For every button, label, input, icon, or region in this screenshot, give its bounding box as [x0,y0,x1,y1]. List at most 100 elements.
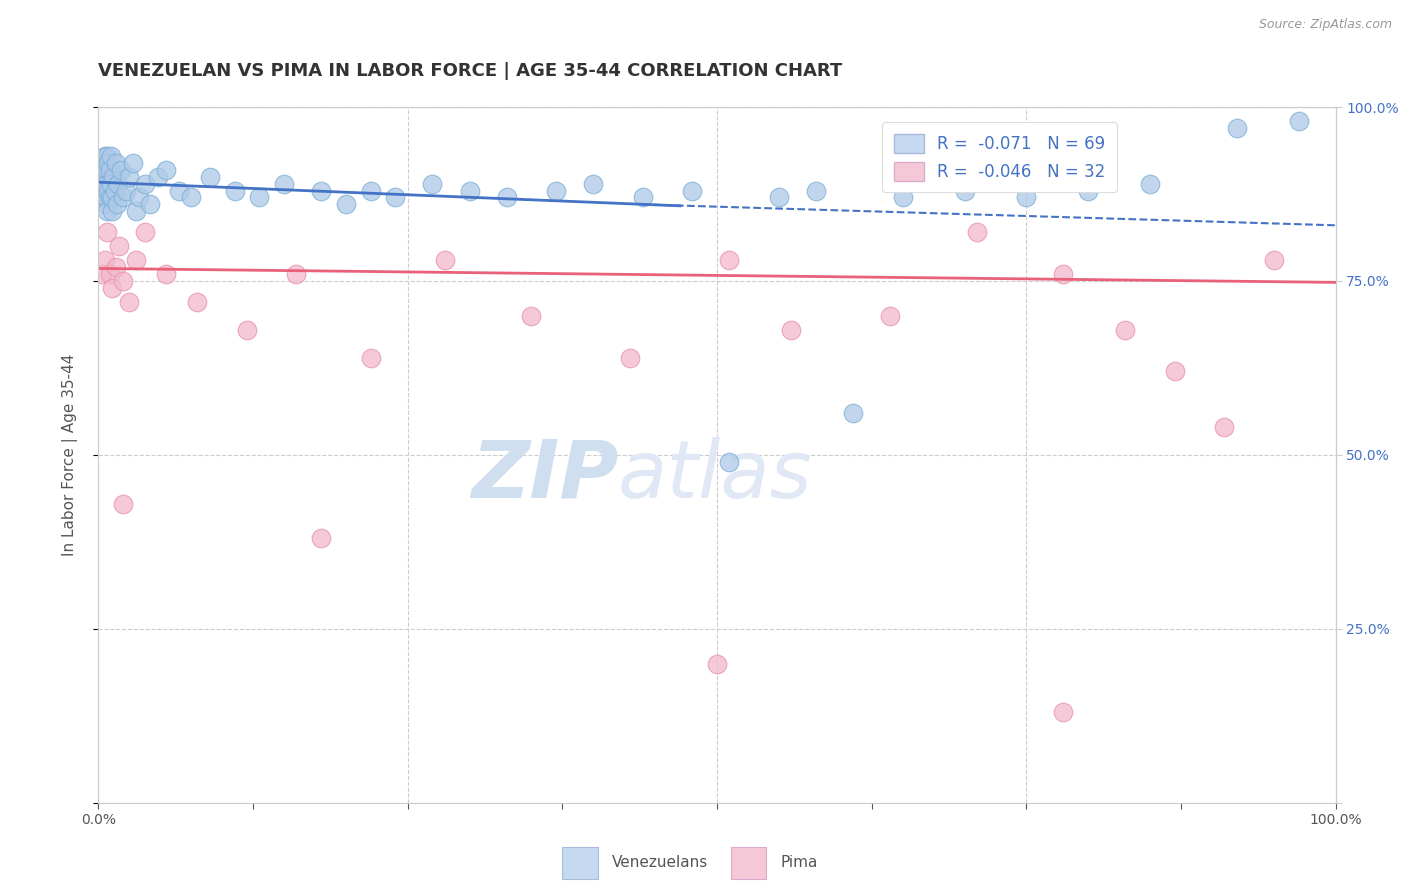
Point [112,497,135,511]
Point [718,253,741,268]
Point [105,197,128,211]
Point [96,177,118,191]
Point [118,169,141,184]
Point [94,155,117,169]
Point [1226,120,1249,135]
Point [100,149,122,163]
Text: Pima: Pima [780,855,818,870]
Point [433,253,456,268]
Point [247,190,270,204]
Point [103,169,125,184]
Point [495,190,517,204]
Point [180,190,202,204]
Point [93,155,115,169]
Point [966,225,988,239]
Point [96,149,118,163]
Text: Source: ZipAtlas.com: Source: ZipAtlas.com [1258,18,1392,31]
Point [110,162,132,177]
Point [93,197,115,211]
Point [1263,253,1285,268]
Point [98,162,121,177]
Point [93,253,115,268]
Point [98,267,121,281]
Point [1164,364,1187,378]
Point [186,294,208,309]
Point [780,323,803,337]
Point [93,190,115,204]
Point [681,184,703,198]
Point [1139,177,1161,191]
Text: atlas: atlas [619,437,813,515]
Point [91,267,114,281]
Point [718,455,741,469]
Point [309,532,332,546]
Point [112,190,135,204]
Point [93,149,115,163]
Point [101,190,124,204]
Point [155,162,177,177]
Point [103,184,125,198]
Point [96,204,118,219]
Point [384,190,406,204]
Point [273,177,295,191]
Point [224,184,246,198]
Point [112,274,135,288]
Point [360,351,382,365]
Point [128,190,150,204]
Point [93,184,115,198]
Point [97,155,120,169]
Text: Venezuelans: Venezuelans [612,855,707,870]
Point [98,190,121,204]
Point [101,204,124,219]
Point [107,177,129,191]
Text: VENEZUELAN VS PIMA IN LABOR FORCE | AGE 35-44 CORRELATION CHART: VENEZUELAN VS PIMA IN LABOR FORCE | AGE … [98,62,842,80]
Point [108,239,131,253]
Point [155,267,177,281]
Point [94,169,117,184]
Point [94,190,117,204]
Point [134,177,156,191]
Point [139,197,162,211]
Point [1213,420,1236,434]
Point [104,155,127,169]
Point [97,184,120,198]
Point [146,169,169,184]
Point [236,323,259,337]
Point [1114,323,1136,337]
Point [458,184,481,198]
Point [360,184,382,198]
Y-axis label: In Labor Force | Age 35-44: In Labor Force | Age 35-44 [62,354,77,556]
Point [198,169,221,184]
Point [91,162,114,177]
Point [124,253,146,268]
Point [1015,190,1038,204]
Point [631,190,654,204]
Point [842,406,865,420]
Point [335,197,357,211]
Point [706,657,728,671]
Point [891,190,914,204]
Point [879,309,901,323]
Point [114,184,136,198]
Point [953,184,976,198]
Point [619,351,641,365]
Point [96,162,118,177]
Point [309,184,332,198]
Point [91,184,114,198]
Point [104,260,127,274]
Point [422,177,444,191]
Point [96,225,118,239]
Point [118,294,141,309]
Point [582,177,605,191]
Point [167,184,190,198]
Point [124,204,146,219]
Text: ZIP: ZIP [471,437,619,515]
Point [101,281,124,295]
Point [122,155,145,169]
Legend: R =  -0.071   N = 69, R =  -0.046   N = 32: R = -0.071 N = 69, R = -0.046 N = 32 [882,122,1116,193]
Point [1052,267,1074,281]
Point [93,162,115,177]
Point [768,190,790,204]
Point [1077,184,1099,198]
Point [93,177,115,191]
